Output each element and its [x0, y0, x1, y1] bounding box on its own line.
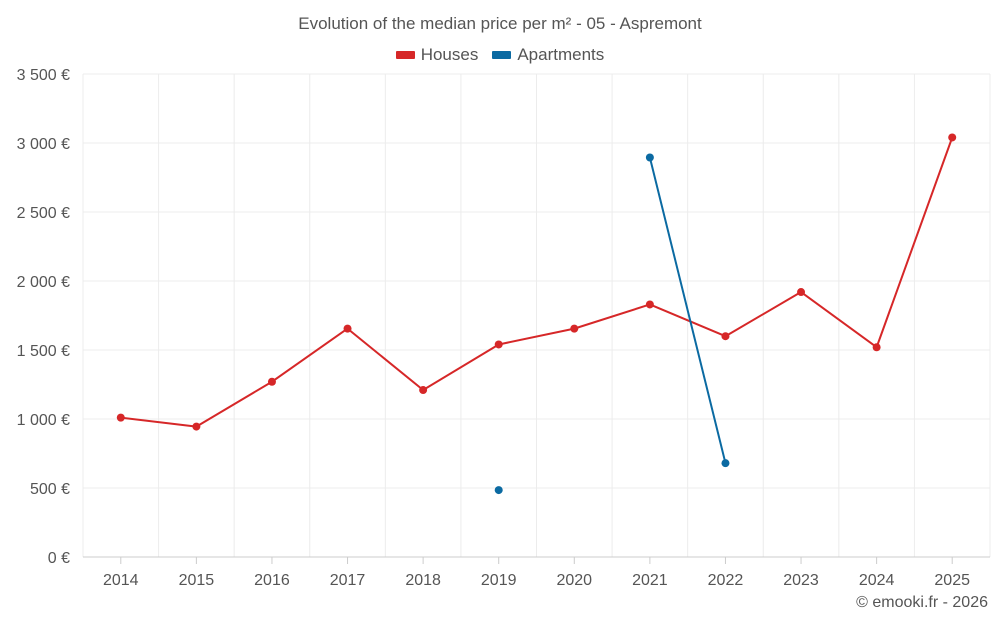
data-point-houses-2025	[948, 133, 957, 142]
data-point-apartments-2019	[494, 486, 503, 495]
series-line-apartments	[648, 156, 727, 465]
x-tick-label: 2022	[708, 572, 744, 589]
x-tick-label: 2019	[481, 572, 517, 589]
x-tick-label: 2024	[859, 572, 895, 589]
x-tick-label: 2020	[556, 572, 592, 589]
y-tick-label: 2 000 €	[17, 274, 70, 291]
data-point-apartments-2021	[645, 153, 654, 162]
y-tick-label: 2 500 €	[17, 205, 70, 222]
y-tick-label: 1 500 €	[17, 343, 70, 360]
data-point-houses-2019	[494, 340, 503, 349]
y-tick-label: 3 500 €	[17, 67, 70, 84]
legend-swatch-apartments	[492, 51, 512, 59]
x-tick-label: 2014	[103, 572, 139, 589]
data-point-houses-2020	[570, 324, 579, 333]
data-point-apartments-2022	[721, 459, 730, 468]
data-point-houses-2024	[872, 343, 881, 352]
x-tick-label: 2025	[934, 572, 970, 589]
x-tick-label: 2017	[330, 572, 366, 589]
y-tick-label: 3 000 €	[17, 136, 70, 153]
y-tick-label: 0 €	[48, 550, 70, 567]
chart-title: Evolution of the median price per m² - 0…	[298, 14, 702, 33]
legend-item-apartments[interactable]: Apartments	[492, 45, 604, 65]
data-point-houses-2023	[797, 288, 806, 297]
x-tick-label: 2021	[632, 572, 668, 589]
x-tick-label: 2015	[179, 572, 215, 589]
legend-label-houses: Houses	[420, 45, 479, 64]
x-tick-label: 2016	[254, 572, 290, 589]
y-tick-label: 1 000 €	[17, 412, 70, 429]
credit-text: © emooki.fr - 2026	[856, 594, 988, 611]
data-point-houses-2016	[267, 377, 276, 386]
data-point-houses-2018	[419, 386, 428, 395]
data-point-houses-2021	[645, 300, 654, 309]
x-tick-label: 2018	[405, 572, 441, 589]
legend-swatch-houses	[395, 51, 415, 59]
legend: Houses Apartments	[0, 45, 1000, 65]
legend-label-apartments: Apartments	[517, 45, 605, 64]
data-point-houses-2014	[116, 413, 125, 422]
x-tick-label: 2023	[783, 572, 819, 589]
series-line-houses	[119, 136, 954, 428]
y-tick-label: 500 €	[30, 481, 70, 498]
legend-item-houses[interactable]: Houses	[395, 45, 479, 65]
data-point-houses-2017	[343, 324, 352, 333]
data-point-houses-2022	[721, 332, 730, 341]
data-point-houses-2015	[192, 422, 201, 431]
